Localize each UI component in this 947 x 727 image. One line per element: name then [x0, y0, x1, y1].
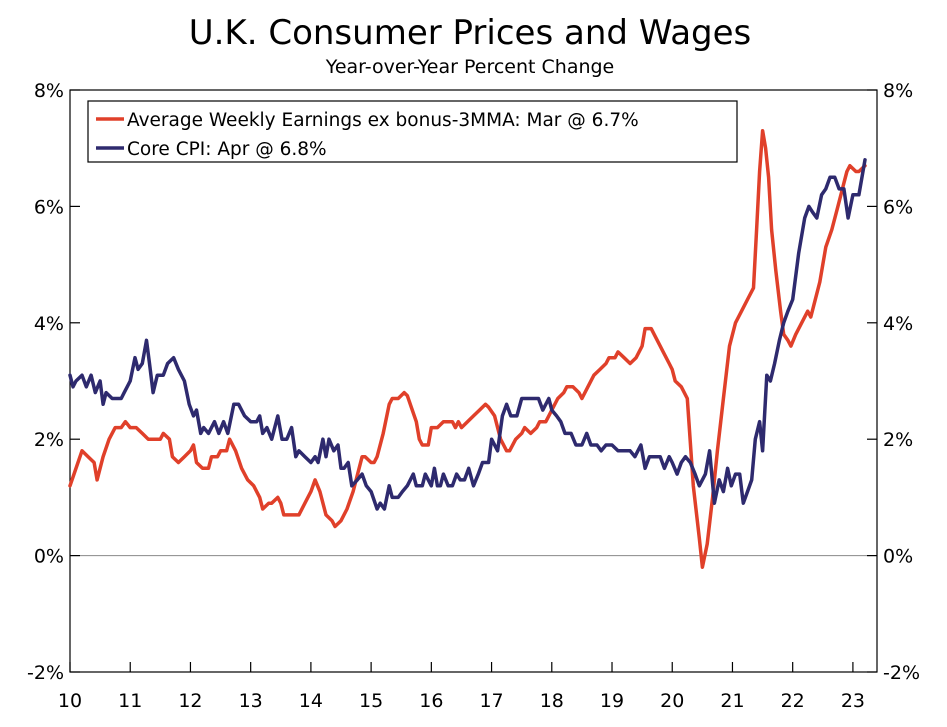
x-tick-label: 11 [118, 690, 142, 712]
y-tick-label-right: 2% [883, 429, 913, 451]
y-tick-label-right: 8% [883, 80, 913, 102]
x-tick-label: 22 [781, 690, 805, 712]
legend: Average Weekly Earnings ex bonus-3MMA: M… [87, 100, 738, 163]
y-tick-label-right: 0% [883, 546, 913, 568]
x-tick-label: 18 [540, 690, 564, 712]
y-tick-label-left: -2% [27, 662, 64, 684]
x-tick-label: 12 [178, 690, 202, 712]
x-tick-label: 13 [239, 690, 263, 712]
x-tick-label: 23 [841, 690, 865, 712]
y-tick-label-left: 8% [34, 80, 64, 102]
y-tick-label-right: 4% [883, 313, 913, 335]
x-tick-label: 10 [58, 690, 82, 712]
y-tick-label-right: 6% [883, 196, 913, 218]
chart-subtitle: Year-over-Year Percent Change [325, 56, 615, 78]
y-tick-label-left: 6% [34, 196, 64, 218]
legend-label-core-cpi: Core CPI: Apr @ 6.8% [127, 139, 327, 160]
x-tick-label: 21 [720, 690, 744, 712]
legend-box [87, 100, 738, 163]
core-cpi-line [68, 158, 867, 511]
x-tick-label: 20 [660, 690, 684, 712]
earnings-line [68, 128, 867, 569]
chart-title: U.K. Consumer Prices and Wages [189, 13, 752, 53]
axis-ticks: 8% 8% 6% 6% 4% 4% 2% 2% 0% 0% -2% -2% 10 11 12 13 14 15 16… [27, 80, 920, 712]
y-tick-label-left: 2% [34, 429, 64, 451]
legend-label-earnings: Average Weekly Earnings ex bonus-3MMA: M… [127, 110, 639, 131]
x-tick-label: 15 [359, 690, 383, 712]
y-tick-label-right: -2% [883, 662, 920, 684]
series-lines [68, 128, 867, 569]
x-tick-label: 16 [419, 690, 443, 712]
y-tick-label-left: 4% [34, 313, 64, 335]
plot-area [69, 89, 878, 673]
x-tick-label: 17 [479, 690, 503, 712]
y-tick-label-left: 0% [34, 546, 64, 568]
x-tick-label: 19 [600, 690, 624, 712]
x-tick-label: 14 [299, 690, 323, 712]
